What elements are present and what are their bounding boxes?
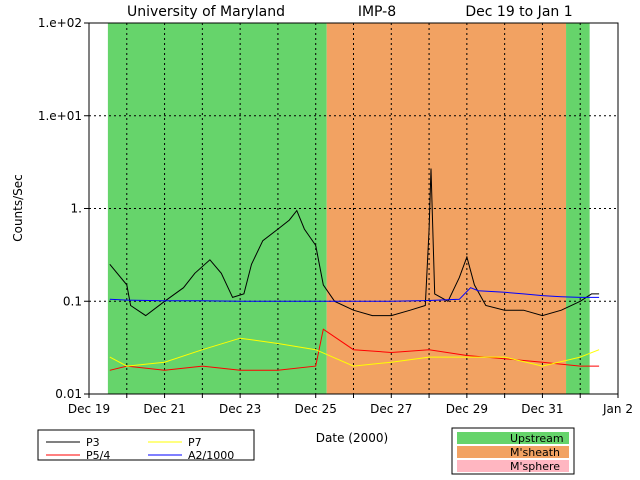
x-tick-label-5: Dec 29 bbox=[446, 402, 488, 416]
y-tick-label-1: 0.1 bbox=[63, 294, 82, 308]
x-tick-label-3: Dec 25 bbox=[295, 402, 337, 416]
x-axis: Dec 19 Dec 21 Dec 23 Dec 25 Dec 27 Dec 29 Dec … bbox=[68, 394, 633, 416]
y-tick-label-2: 1. bbox=[71, 202, 82, 216]
series-p54-line bbox=[109, 328, 600, 371]
legend-region-label-2: M'sphere bbox=[510, 460, 560, 473]
x-tick-label-1: Dec 21 bbox=[143, 402, 185, 416]
x-tick-label-0: Dec 19 bbox=[68, 402, 110, 416]
chart-title-range: Dec 19 to Jan 1 bbox=[465, 4, 572, 20]
y-tick-label-3: 1.e+01 bbox=[38, 109, 82, 123]
y-axis: 0.01 0.1 1. 1.e+01 1.e+02 bbox=[38, 16, 89, 401]
series-a21000-line bbox=[109, 287, 600, 302]
series-group bbox=[109, 168, 600, 371]
series-p7-line bbox=[109, 337, 600, 367]
legend-label-a21000: A2/1000 bbox=[188, 449, 234, 462]
y-axis-label: Counts/Sec bbox=[11, 174, 25, 242]
chart-title-institution: University of Maryland bbox=[127, 4, 285, 20]
x-tick-label-2: Dec 23 bbox=[219, 402, 261, 416]
grid-lines bbox=[89, 23, 618, 394]
series-p3-line bbox=[109, 168, 600, 317]
legend-region-swatch-1 bbox=[457, 446, 569, 458]
y-tick-label-4: 1.e+02 bbox=[38, 16, 82, 30]
x-tick-label-4: Dec 27 bbox=[370, 402, 412, 416]
x-tick-label-6: Dec 31 bbox=[521, 402, 563, 416]
legend-region-swatch-0 bbox=[457, 432, 569, 444]
legend-region-label-0: Upstream bbox=[510, 432, 564, 445]
region-upstream-2 bbox=[566, 23, 590, 394]
legend-region-swatch-2 bbox=[457, 460, 569, 472]
line-legend: P3 P7 P5/4 A2/1000 bbox=[37, 429, 255, 462]
chart-title-spacecraft: IMP-8 bbox=[358, 4, 396, 20]
x-axis-label: Date (2000) bbox=[316, 431, 388, 445]
legend-label-p7: P7 bbox=[188, 436, 202, 449]
legend-label-p54: P5/4 bbox=[86, 449, 110, 462]
legend-region-label-1: M'sheath bbox=[510, 446, 560, 459]
legend-label-p3: P3 bbox=[86, 436, 100, 449]
x-tick-label-7: Jan 2 bbox=[602, 402, 633, 416]
region-msheath-1 bbox=[326, 23, 567, 394]
y-tick-label-0: 0.01 bbox=[55, 387, 82, 401]
